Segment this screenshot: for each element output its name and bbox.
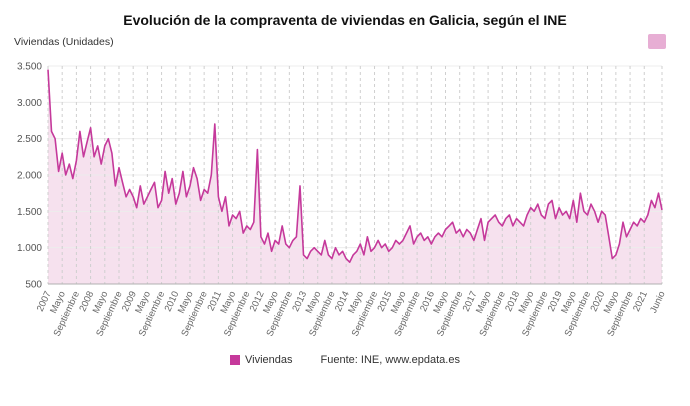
- legend-item-viviendas[interactable]: Viviendas: [230, 354, 293, 366]
- unit-row: Viviendas (Unidades): [0, 34, 690, 56]
- line-chart: 5001.0001.5002.0002.5003.0003.5002007May…: [17, 62, 668, 339]
- y-axis-unit-label: Viviendas (Unidades): [14, 36, 114, 48]
- page-title: Evolución de la compraventa de viviendas…: [123, 12, 567, 28]
- svg-text:1.000: 1.000: [17, 243, 42, 254]
- svg-text:2021: 2021: [631, 290, 650, 314]
- epdata-badge[interactable]: [648, 34, 666, 49]
- svg-text:3.500: 3.500: [17, 62, 42, 73]
- legend-row: Viviendas Fuente: INE, www.epdata.es: [0, 354, 690, 366]
- svg-text:2.000: 2.000: [17, 171, 42, 182]
- svg-text:1.500: 1.500: [17, 207, 42, 218]
- legend-label: Viviendas: [245, 354, 293, 366]
- svg-text:3.000: 3.000: [17, 98, 42, 109]
- svg-text:500: 500: [25, 280, 42, 291]
- source-attribution: Fuente: INE, www.epdata.es: [320, 354, 460, 366]
- svg-text:2.500: 2.500: [17, 134, 42, 145]
- legend-swatch-icon: [230, 355, 241, 365]
- svg-text:Junio: Junio: [648, 290, 668, 315]
